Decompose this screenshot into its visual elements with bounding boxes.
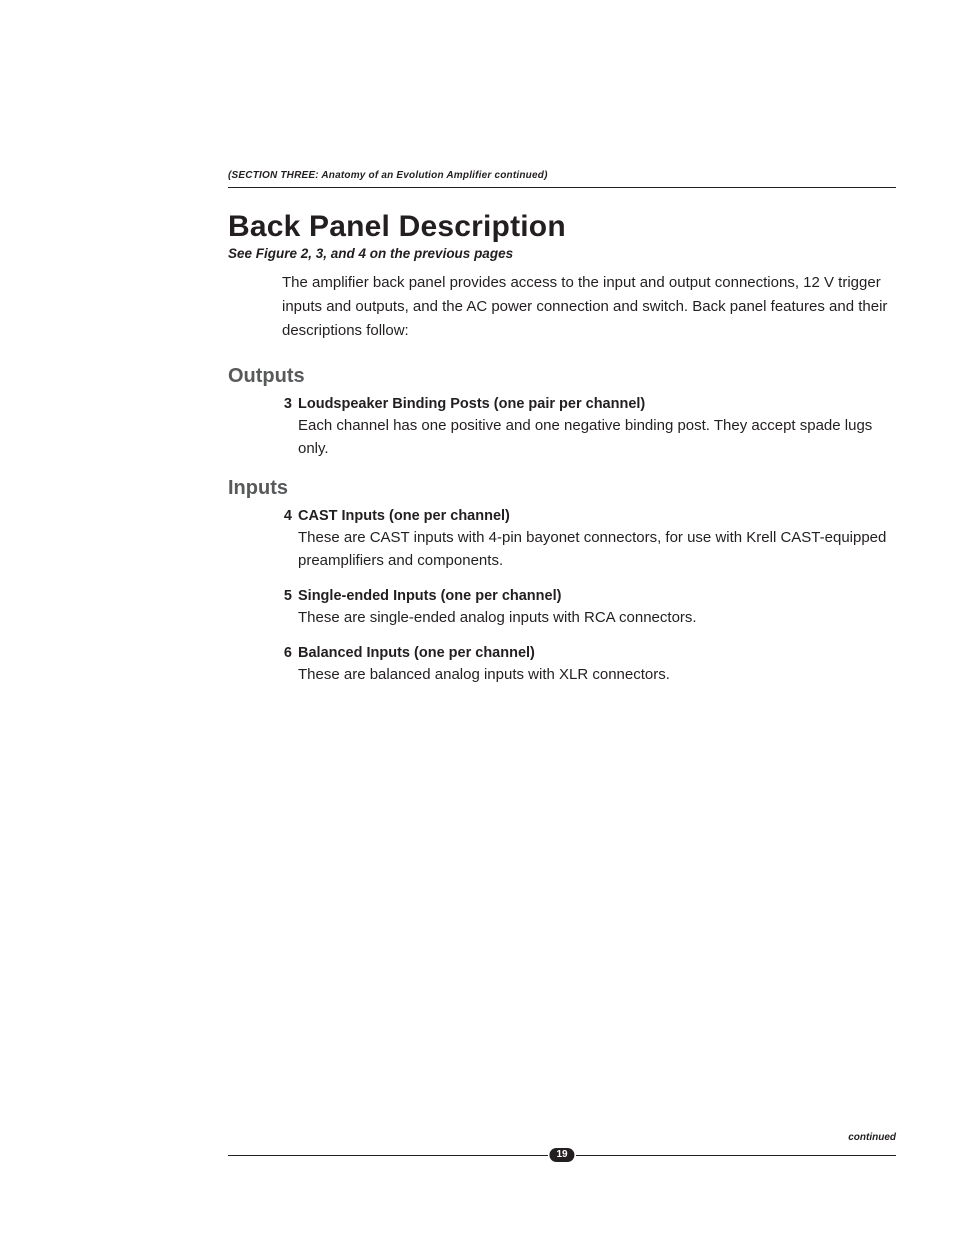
item-text: Each channel has one positive and one ne… [298,414,896,461]
item-body: CAST Inputs (one per channel) These are … [298,508,896,573]
main-title: Back Panel Description [228,210,896,244]
list-item: 3 Loudspeaker Binding Posts (one pair pe… [228,396,896,461]
section-continuation-header: (SECTION THREE: Anatomy of an Evolution … [228,170,896,187]
item-number: 6 [282,645,298,686]
list-item: 6 Balanced Inputs (one per channel) Thes… [228,645,896,686]
item-number: 4 [282,508,298,573]
section-label-outputs: Outputs [228,365,896,388]
page-number-bubble: 19 [549,1148,574,1162]
footer-rule-left [228,1155,548,1156]
item-body: Loudspeaker Binding Posts (one pair per … [298,396,896,461]
item-number: 3 [282,396,298,461]
item-title: CAST Inputs (one per channel) [298,508,896,524]
item-text: These are balanced analog inputs with XL… [298,663,896,686]
item-text: These are single-ended analog inputs wit… [298,606,896,629]
continued-label: continued [848,1132,896,1143]
item-title: Balanced Inputs (one per channel) [298,645,896,661]
list-item: 5 Single-ended Inputs (one per channel) … [228,588,896,629]
page-footer: 19 [228,1145,896,1165]
footer-rule-right [576,1155,896,1156]
item-number: 5 [282,588,298,629]
header-rule [228,187,896,188]
list-item: 4 CAST Inputs (one per channel) These ar… [228,508,896,573]
item-body: Balanced Inputs (one per channel) These … [298,645,896,686]
page-content: (SECTION THREE: Anatomy of an Evolution … [228,170,896,703]
item-title: Loudspeaker Binding Posts (one pair per … [298,396,896,412]
item-body: Single-ended Inputs (one per channel) Th… [298,588,896,629]
intro-paragraph: The amplifier back panel provides access… [228,271,896,343]
figure-reference: See Figure 2, 3, and 4 on the previous p… [228,246,896,261]
item-text: These are CAST inputs with 4-pin bayonet… [298,526,896,573]
section-label-inputs: Inputs [228,477,896,500]
item-title: Single-ended Inputs (one per channel) [298,588,896,604]
